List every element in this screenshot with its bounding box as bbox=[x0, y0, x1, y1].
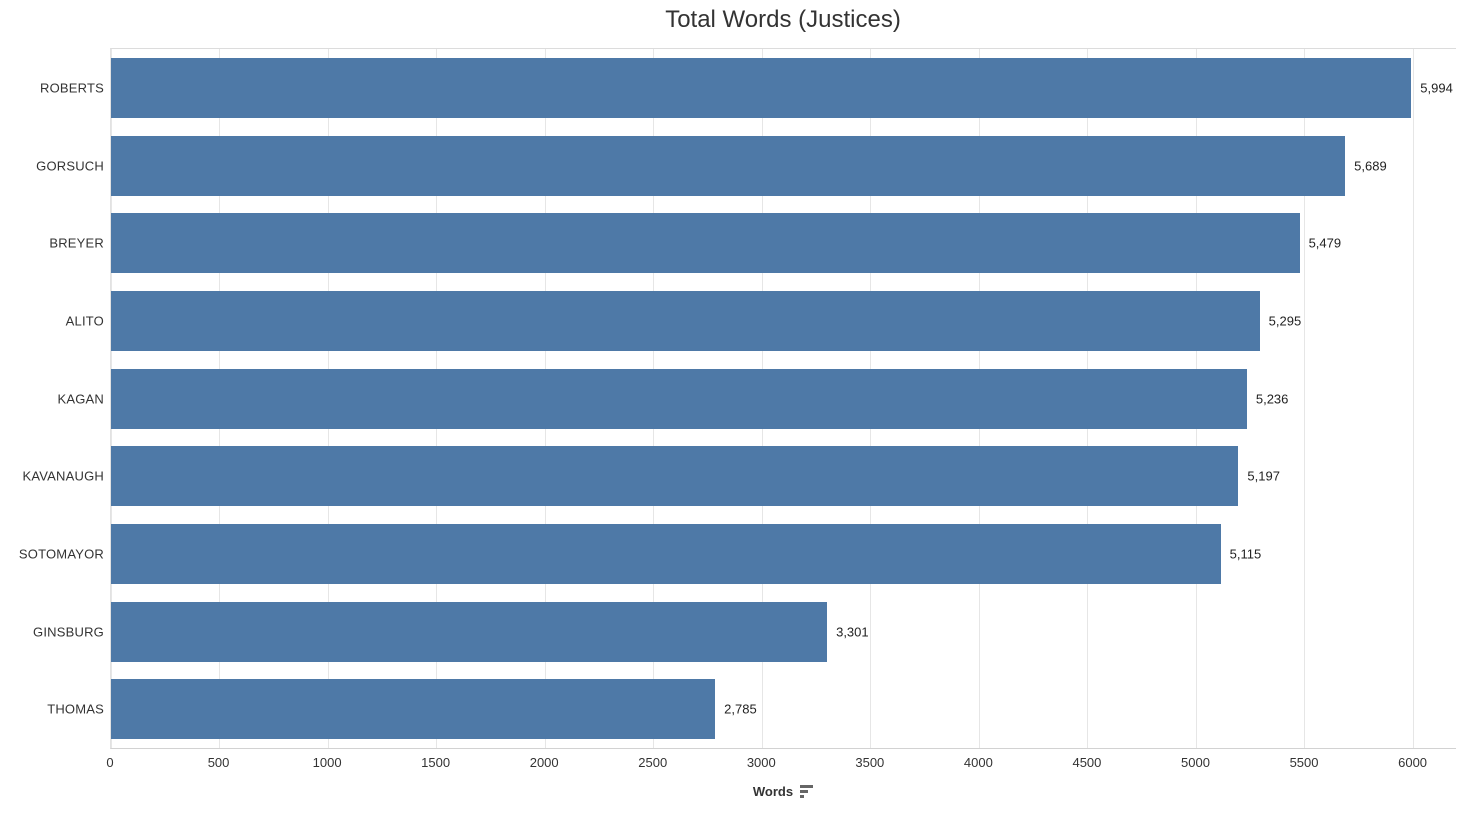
x-tick-label: 3500 bbox=[855, 755, 885, 770]
x-tick-label: 5000 bbox=[1181, 755, 1210, 770]
bar-value-label: 5,479 bbox=[1308, 235, 1342, 251]
bar-value-label: 5,295 bbox=[1268, 313, 1302, 329]
x-tick-label: 0 bbox=[106, 755, 114, 770]
bar-row: GORSUCH 5,689 bbox=[36, 127, 1456, 205]
bar-row: KAVANAUGH 5,197 bbox=[22, 437, 1456, 515]
x-axis: 0 500 1000 1500 2000 2500 3000 3500 4000 4500 5000… bbox=[106, 755, 1456, 773]
x-tick-label: 4000 bbox=[963, 755, 993, 770]
x-tick-label: 6000 bbox=[1398, 755, 1428, 770]
category-label: SOTOMAYOR bbox=[18, 546, 104, 562]
bar-row: THOMAS 2,785 bbox=[47, 670, 1456, 748]
bar-value-label: 3,301 bbox=[836, 624, 869, 640]
bar-row: ROBERTS 5,994 bbox=[40, 49, 1456, 127]
gridline bbox=[1412, 49, 1414, 748]
x-tick-label: 500 bbox=[207, 755, 230, 770]
bar[interactable] bbox=[111, 523, 1221, 584]
bar-value-label: 5,689 bbox=[1354, 158, 1387, 173]
x-tick-label: 1500 bbox=[421, 755, 451, 770]
bar-row: BREYER 5,479 bbox=[49, 204, 1456, 282]
category-label: KAVANAUGH bbox=[22, 468, 104, 484]
bar-value-label: 5,994 bbox=[1420, 80, 1453, 96]
category-label: KAGAN bbox=[57, 391, 104, 407]
chart-title: Total Words (Justices) bbox=[665, 6, 901, 33]
category-label: THOMAS bbox=[47, 701, 104, 717]
category-label: BREYER bbox=[49, 235, 104, 251]
bar[interactable] bbox=[111, 135, 1346, 196]
bar[interactable] bbox=[111, 57, 1412, 118]
bar-row: GINSBURG 3,301 bbox=[33, 593, 1456, 671]
bar[interactable] bbox=[111, 446, 1239, 507]
x-axis-title[interactable]: Words bbox=[752, 784, 794, 799]
bar[interactable] bbox=[111, 679, 716, 740]
bar-row: KAGAN 5,236 bbox=[57, 360, 1456, 438]
bar-row: SOTOMAYOR 5,115 bbox=[19, 515, 1456, 593]
bar[interactable] bbox=[111, 213, 1300, 274]
sort-descending-icon[interactable] bbox=[800, 785, 814, 798]
bar-value-label: 5,236 bbox=[1255, 391, 1289, 407]
bar[interactable] bbox=[111, 290, 1260, 351]
category-label: GINSBURG bbox=[33, 624, 104, 640]
bar[interactable] bbox=[111, 601, 828, 662]
bar[interactable] bbox=[111, 368, 1247, 429]
bar-row: ALITO 5,295 bbox=[66, 282, 1456, 360]
bar-value-label: 5,115 bbox=[1229, 546, 1262, 562]
x-tick-label: 2000 bbox=[529, 755, 559, 770]
x-tick-label: 3000 bbox=[746, 755, 776, 770]
category-label: ALITO bbox=[65, 313, 104, 329]
bar-value-label: 2,785 bbox=[724, 701, 757, 717]
gridline bbox=[1304, 49, 1306, 748]
category-label: ROBERTS bbox=[39, 80, 104, 96]
bars-container: ROBERTS 5,994 GORSUCH 5,689 BREYER 5,479 ALITO… bbox=[19, 49, 1456, 748]
category-label: GORSUCH bbox=[36, 158, 104, 173]
x-tick-label: 2500 bbox=[638, 755, 668, 770]
x-tick-label: 5500 bbox=[1289, 755, 1319, 770]
x-tick-label: 1000 bbox=[312, 755, 342, 770]
x-axis-title-wrap: Words bbox=[110, 784, 1456, 799]
plot-area: ROBERTS 5,994 GORSUCH 5,689 BREYER 5,479 ALITO… bbox=[19, 48, 1456, 749]
x-tick-label: 4500 bbox=[1072, 755, 1102, 770]
bar-value-label: 5,197 bbox=[1247, 468, 1280, 484]
